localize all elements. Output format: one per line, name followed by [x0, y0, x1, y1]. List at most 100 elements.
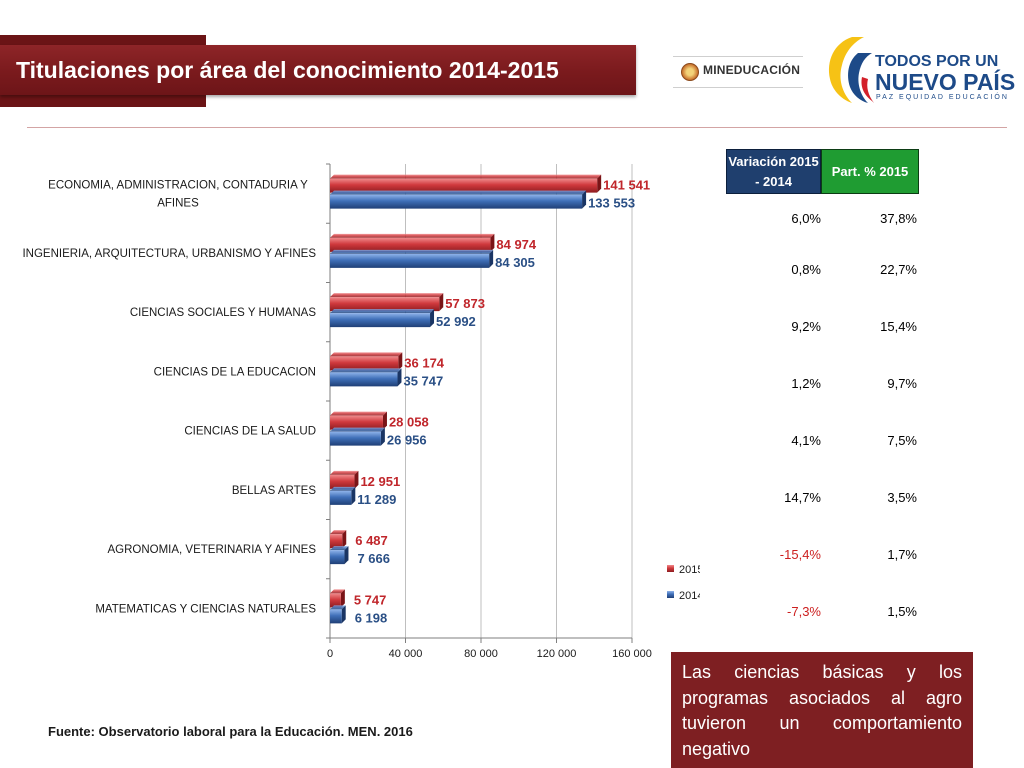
- bar-2015-top-face: [330, 589, 345, 594]
- government-brand-logo: TODOS POR UN NUEVO PAÍS PAZ EQUIDAD EDUC…: [822, 33, 1015, 105]
- legend-label: 2015: [679, 564, 700, 576]
- bar-2014-top-face: [330, 486, 356, 491]
- legend-swatch-2014: [667, 591, 674, 598]
- header-part: Part. % 2015: [821, 149, 919, 194]
- bar-2015: [330, 174, 602, 193]
- brand-line-2: NUEVO PAÍS: [875, 69, 1016, 95]
- legend-label: 2014: [679, 590, 700, 602]
- cell-part: 15,4%: [880, 319, 917, 334]
- x-tick-label: 0: [327, 648, 333, 660]
- bar-2015-end-face: [382, 411, 387, 430]
- value-label-2014: 35 747: [403, 373, 443, 388]
- cell-variacion: 6,0%: [791, 211, 821, 226]
- bar-2014-front-face: [330, 431, 381, 446]
- variation-table: Variación 2015 - 2014 Part. % 2015: [726, 149, 919, 194]
- bar-2015: [330, 293, 444, 312]
- bar-2014-end-face: [582, 190, 587, 209]
- x-tick-label: 120 000: [537, 648, 577, 660]
- bar-2014-top-face: [330, 368, 402, 373]
- bar-2015: [330, 589, 345, 608]
- bar-2014: [330, 309, 435, 328]
- value-label-2014: 133 553: [588, 196, 635, 211]
- bar-2014-end-face: [430, 309, 435, 328]
- bar-2014-end-face: [397, 368, 402, 387]
- bar-2015-front-face: [330, 534, 343, 549]
- ministry-logo: MINEDUCACIÓN: [673, 56, 803, 88]
- bar-2014: [330, 249, 494, 268]
- bar-2015: [330, 530, 347, 549]
- header-divider: [27, 127, 1007, 128]
- bar-2015: [330, 411, 387, 430]
- bar-2015-top-face: [330, 174, 602, 179]
- cell-part: 3,5%: [887, 490, 917, 505]
- ministry-logo-text: MINEDUCACIÓN: [703, 63, 801, 77]
- cell-part: 22,7%: [880, 262, 917, 277]
- bar-2015-front-face: [330, 237, 491, 252]
- cell-part: 7,5%: [887, 433, 917, 448]
- bar-2015-top-face: [330, 293, 444, 298]
- value-label-2014: 7 666: [357, 551, 390, 566]
- cell-part: 9,7%: [887, 376, 917, 391]
- value-label-2014: 26 956: [387, 433, 427, 448]
- value-label-2015: 84 974: [496, 237, 537, 252]
- bar-2014: [330, 368, 402, 387]
- category-label: INGENIERIA, ARQUITECTURA, URBANISMO Y AF…: [22, 248, 316, 260]
- bar-2015-top-face: [330, 530, 347, 535]
- bar-2014: [330, 427, 385, 446]
- bar-2014-top-face: [330, 309, 435, 314]
- bar-2015-front-face: [330, 297, 440, 312]
- header-variacion: Variación 2015 - 2014: [726, 149, 821, 194]
- bar-2015-front-face: [330, 415, 383, 430]
- bar-2015-end-face: [340, 589, 345, 608]
- table-header-row: Variación 2015 - 2014 Part. % 2015: [726, 149, 919, 194]
- bar-2015-end-face: [398, 352, 403, 371]
- category-label: MATEMATICAS Y CIENCIAS NATURALES: [95, 603, 316, 615]
- value-label-2014: 11 289: [357, 492, 396, 507]
- bar-2015-end-face: [597, 174, 602, 193]
- cell-variacion: 14,7%: [784, 490, 821, 505]
- bar-2014-top-face: [330, 249, 494, 254]
- bar-2015: [330, 233, 495, 252]
- titulaciones-bar-chart: ECONOMIA, ADMINISTRACION, CONTADURIA Y AF…: [22, 163, 700, 660]
- coat-of-arms-icon: [681, 63, 699, 81]
- cell-variacion: -7,3%: [787, 604, 821, 619]
- value-labels: 141 541 133 553 84 974 84 305 57 873 52 992 36…: [354, 178, 650, 626]
- bar-2014-front-face: [330, 253, 490, 268]
- x-tick-label: 40 000: [389, 648, 423, 660]
- cell-variacion: -15,4%: [779, 547, 821, 562]
- bar-2015-front-face: [330, 593, 341, 608]
- bar-2014-top-face: [330, 190, 587, 195]
- category-labels: ECONOMIA, ADMINISTRACION, CONTADURIA Y AF…: [22, 180, 316, 616]
- cell-variacion: 1,2%: [791, 376, 821, 391]
- bar-2014-top-face: [330, 546, 349, 551]
- value-label-2015: 12 951: [360, 474, 400, 489]
- cell-variacion: 0,8%: [791, 262, 821, 277]
- value-label-2015: 5 747: [354, 592, 387, 607]
- value-label-2015: 28 058: [389, 415, 429, 430]
- bar-2014-end-face: [380, 427, 385, 446]
- x-tick-label: 80 000: [464, 648, 498, 660]
- category-label: CIENCIAS SOCIALES Y HUMANAS: [130, 307, 317, 319]
- bar-2015: [330, 352, 403, 371]
- bar-2015-front-face: [330, 474, 355, 489]
- bar-2015-front-face: [330, 356, 399, 371]
- page-title: Titulaciones por área del conocimiento 2…: [16, 57, 559, 83]
- chart-bars: [330, 174, 602, 624]
- cell-part: 1,5%: [887, 604, 917, 619]
- bar-2014: [330, 605, 346, 624]
- bar-2014-end-face: [344, 546, 349, 565]
- bar-2015-top-face: [330, 411, 387, 416]
- bar-2015-top-face: [330, 352, 403, 357]
- category-label: AGRONOMIA, VETERINARIA Y AFINES: [107, 544, 316, 556]
- value-label-2015: 57 873: [445, 296, 485, 311]
- bar-2014-front-face: [330, 372, 398, 387]
- cell-variacion: 9,2%: [791, 319, 821, 334]
- source-caption: Fuente: Observatorio laboral para la Edu…: [48, 724, 413, 739]
- bar-2014-front-face: [330, 609, 342, 624]
- brand-tagline: PAZ EQUIDAD EDUCACIÓN: [876, 94, 1009, 101]
- bar-2014-end-face: [351, 486, 356, 505]
- category-label: CIENCIAS DE LA EDUCACION: [154, 366, 316, 378]
- legend-swatch-2015: [667, 565, 674, 572]
- cell-variacion: 4,1%: [791, 433, 821, 448]
- bar-2014-front-face: [330, 313, 431, 328]
